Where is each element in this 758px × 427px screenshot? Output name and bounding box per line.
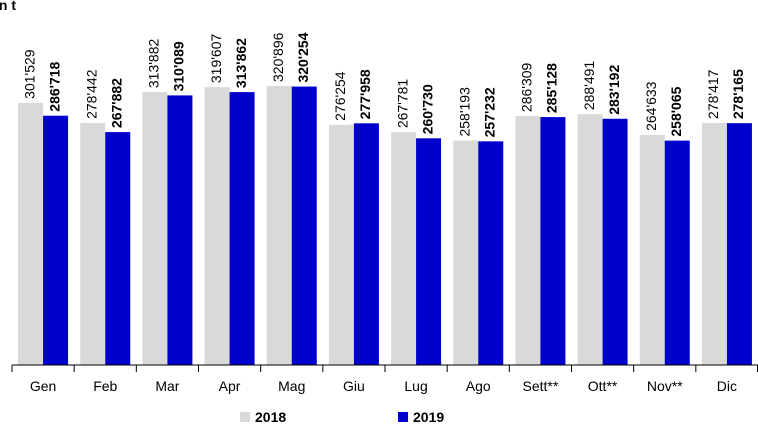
bar bbox=[43, 115, 69, 366]
bar bbox=[105, 132, 131, 365]
value-label: 320'254 bbox=[295, 32, 311, 82]
bar bbox=[416, 138, 442, 365]
bar bbox=[391, 132, 417, 365]
bar bbox=[453, 140, 479, 365]
value-label: 286'718 bbox=[46, 61, 62, 111]
bar bbox=[204, 87, 230, 365]
x-tick-label: Mar bbox=[155, 378, 179, 394]
value-label: 277'958 bbox=[357, 69, 373, 119]
legend-swatch bbox=[240, 412, 250, 422]
x-tick-label: Gen bbox=[30, 378, 56, 394]
bar bbox=[328, 124, 354, 365]
bar bbox=[229, 92, 255, 365]
value-label: 310'089 bbox=[171, 41, 187, 91]
value-label: 267'781 bbox=[394, 79, 410, 129]
value-label: 258'065 bbox=[668, 86, 684, 136]
legend-swatch bbox=[398, 412, 408, 422]
bar bbox=[726, 123, 752, 365]
bar bbox=[80, 122, 106, 366]
value-label: 258'193 bbox=[456, 87, 472, 137]
x-tick-label: Ott** bbox=[588, 378, 618, 394]
value-label: 276'254 bbox=[332, 71, 348, 121]
x-tick-label: Giu bbox=[343, 378, 365, 394]
value-label: 278'417 bbox=[705, 69, 721, 119]
x-tick-label: Feb bbox=[93, 378, 117, 394]
value-label: 285'128 bbox=[544, 63, 560, 113]
bar bbox=[639, 134, 665, 365]
unit-label: In t bbox=[0, 0, 16, 13]
value-label: 320'896 bbox=[270, 32, 286, 82]
x-tick-label: Dic bbox=[717, 378, 737, 394]
bar bbox=[478, 141, 504, 365]
bar bbox=[167, 95, 193, 365]
x-tick-label: Lug bbox=[404, 378, 427, 394]
bar bbox=[540, 117, 566, 366]
bar bbox=[602, 118, 628, 365]
value-label: 301'529 bbox=[21, 49, 37, 99]
bar bbox=[142, 92, 168, 365]
bar bbox=[577, 114, 603, 365]
value-label: 313'882 bbox=[146, 38, 162, 88]
bar bbox=[291, 86, 317, 366]
value-label: 278'442 bbox=[83, 69, 99, 119]
bar bbox=[664, 140, 690, 365]
value-label: 264'633 bbox=[643, 81, 659, 131]
value-label: 286'309 bbox=[519, 62, 535, 112]
bar bbox=[515, 116, 541, 365]
legend-label: 2018 bbox=[255, 409, 286, 425]
x-tick-label: Ago bbox=[466, 378, 491, 394]
value-label: 278'165 bbox=[730, 69, 746, 119]
bar bbox=[18, 102, 44, 366]
value-label: 288'491 bbox=[581, 61, 597, 111]
legend-label: 2019 bbox=[413, 409, 444, 425]
value-label: 313'862 bbox=[233, 38, 249, 88]
bar bbox=[701, 122, 727, 365]
value-label: 319'607 bbox=[208, 34, 224, 84]
bar bbox=[266, 86, 292, 365]
x-tick-label: Sett** bbox=[523, 378, 559, 394]
value-label: 267'882 bbox=[108, 78, 124, 128]
value-label: 283'192 bbox=[606, 65, 622, 115]
value-label: 257'232 bbox=[481, 87, 497, 137]
x-tick-label: Mag bbox=[278, 378, 305, 394]
x-tick-label: Apr bbox=[219, 378, 241, 394]
x-tick-label: Nov** bbox=[647, 378, 683, 394]
value-label: 260'730 bbox=[419, 84, 435, 134]
bar bbox=[353, 123, 379, 366]
